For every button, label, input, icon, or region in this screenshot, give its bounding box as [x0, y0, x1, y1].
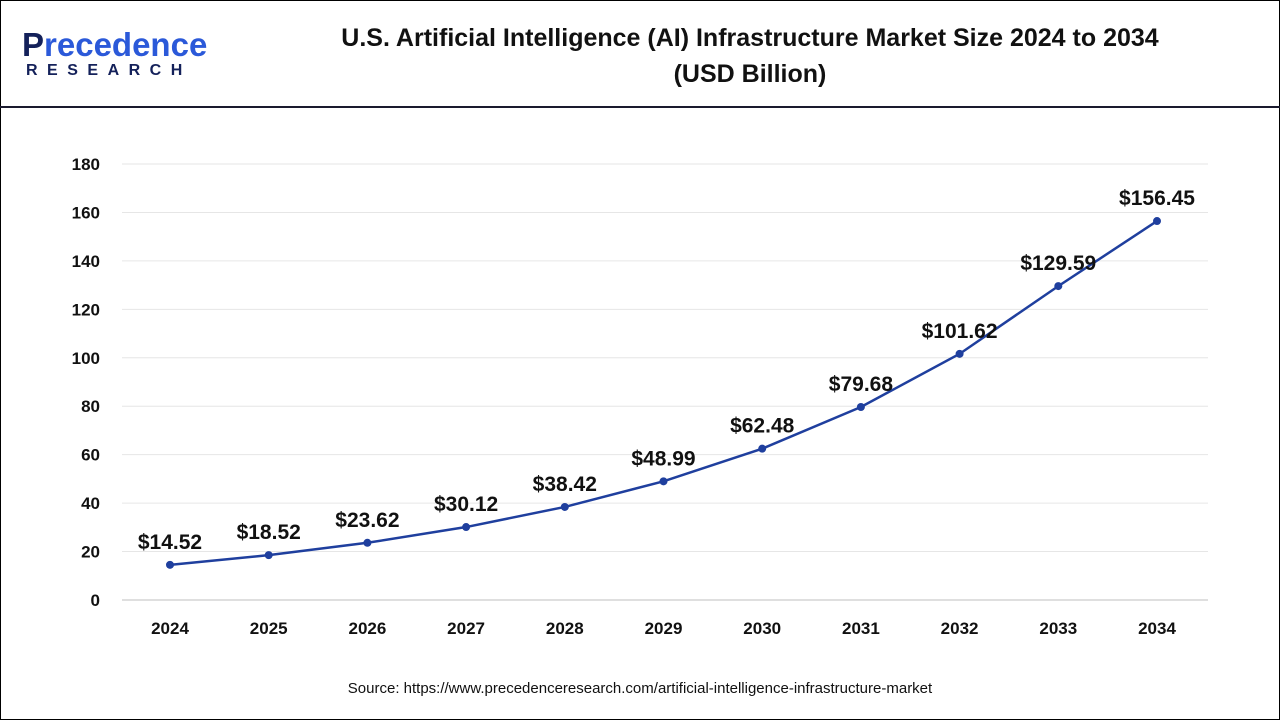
x-tick-label: 2029 [645, 619, 683, 638]
data-point [659, 477, 668, 486]
series-line [169, 219, 1158, 567]
data-point [1054, 282, 1063, 291]
x-tick-label: 2027 [447, 619, 485, 638]
data-point [560, 502, 569, 511]
x-tick-label: 2031 [842, 619, 880, 638]
chart-title: U.S. Artificial Intelligence (AI) Infras… [270, 20, 1230, 92]
data-label: $38.42 [533, 473, 597, 496]
title-line-1: U.S. Artificial Intelligence (AI) Infras… [341, 24, 1159, 52]
x-tick-label: 2026 [348, 619, 386, 638]
data-label: $18.52 [237, 521, 301, 544]
x-tick-label: 2028 [546, 619, 584, 638]
data-point [166, 560, 174, 569]
y-tick-label: 40 [81, 494, 100, 513]
source-text: Source: https://www.precedenceresearch.c… [347, 680, 933, 697]
y-tick-label: 60 [81, 446, 100, 465]
title-line-2: (USD Billion) [673, 60, 827, 88]
y-tick-label: 140 [72, 252, 100, 271]
data-point [363, 538, 372, 547]
x-tick-label: 2034 [1138, 619, 1176, 638]
x-tick-label: 2024 [151, 619, 189, 638]
data-label: $156.45 [1119, 187, 1195, 210]
y-tick-label: 20 [81, 543, 100, 562]
data-label: $101.62 [922, 320, 998, 343]
data-point [1153, 217, 1161, 226]
logo: Precedence RESEARCH [22, 28, 207, 80]
data-label: $48.99 [631, 447, 695, 470]
data-label: $14.52 [138, 531, 202, 554]
data-label: $129.59 [1020, 252, 1096, 275]
data-label: $79.68 [829, 373, 894, 396]
x-tick-label: 2032 [941, 619, 979, 638]
y-tick-label: 160 [72, 203, 100, 222]
data-point [955, 349, 964, 358]
logo-subtext: RESEARCH [26, 62, 192, 79]
data-point [462, 523, 471, 532]
data-label: $62.48 [730, 415, 795, 438]
x-tick-label: 2033 [1039, 619, 1077, 638]
data-point [758, 444, 767, 453]
y-tick-label: 180 [72, 155, 100, 174]
x-tick-label: 2030 [743, 619, 781, 638]
data-label: $23.62 [335, 509, 399, 532]
data-point [856, 402, 865, 411]
y-tick-label: 0 [91, 591, 100, 610]
y-tick-label: 80 [81, 397, 100, 416]
x-tick-label: 2025 [250, 619, 288, 638]
y-tick-label: 100 [72, 349, 100, 368]
logo-text: Precedence [22, 26, 208, 63]
header: Precedence RESEARCH U.S. Artificial Inte… [0, 0, 1280, 108]
data-label: $30.12 [434, 493, 498, 516]
y-tick-label: 120 [72, 300, 100, 319]
data-point [264, 551, 273, 560]
